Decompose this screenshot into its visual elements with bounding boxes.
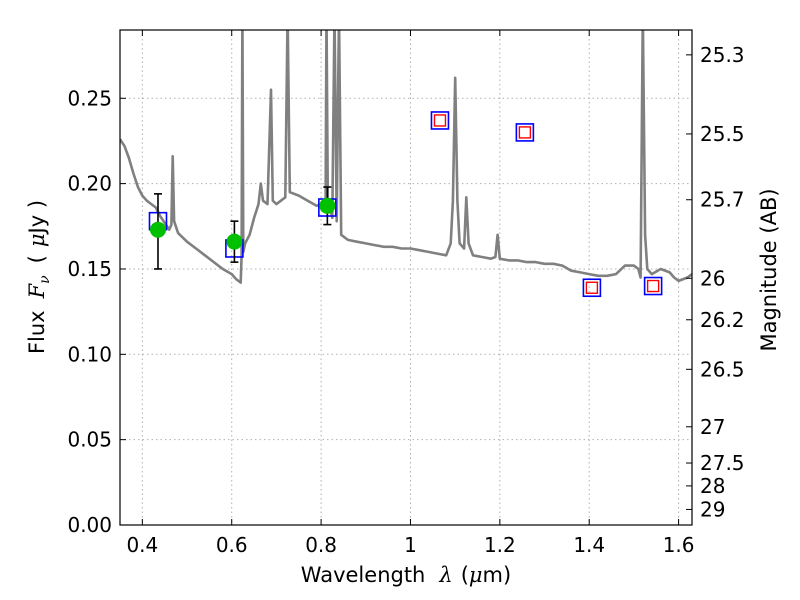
y-tick-label: 0.00: [67, 513, 112, 537]
magnitude-tick-label: 25.5: [700, 122, 745, 146]
axis-ticks: 0.4 0.6 0.8 1 1.2 1.4 1.6 0.00 0.05 0.10 0.15 0.20 0…: [67, 30, 745, 557]
photometry-markers: [148, 111, 663, 298]
y-tick-label: 0.10: [67, 342, 112, 366]
x-tick-label: 1.2: [484, 533, 516, 557]
x-tick-label: 0.6: [216, 533, 248, 557]
magnitude-tick-label: 28: [700, 474, 725, 498]
x-tick-label: 0.4: [126, 533, 158, 557]
observed-point: [226, 233, 243, 250]
magnitude-tick-label: 26: [700, 266, 725, 290]
model-photometry-box: [515, 123, 535, 142]
grid-lines: [120, 30, 692, 526]
x-tick-label: 0.8: [305, 533, 337, 557]
magnitude-tick-label: 26.5: [700, 357, 745, 381]
x-tick-label: 1: [404, 533, 417, 557]
magnitude-tick-label: 25.7: [700, 188, 745, 212]
magnitude-tick-label: 26.2: [700, 308, 745, 332]
x-tick-label: 1.4: [573, 533, 605, 557]
model-photometry-box: [430, 111, 450, 130]
observed-point: [149, 221, 166, 238]
model-photometry-box: [643, 276, 663, 296]
magnitude-tick-label: 27.5: [700, 451, 745, 475]
observed-point: [319, 197, 336, 214]
magnitude-tick-label: 25.3: [700, 43, 745, 67]
model-spectrum-line: [120, 30, 692, 284]
upper-limit-box: [518, 126, 532, 139]
magnitude-tick-label: 27: [700, 415, 725, 439]
model-photometry-box: [582, 278, 602, 298]
x-tick-label: 1.6: [663, 533, 695, 557]
model-spectrum: [120, 30, 692, 284]
x-axis-title: Wavelength λ (μm): [301, 563, 511, 587]
y-tick-label: 0.25: [67, 86, 112, 110]
y-tick-label: 0.05: [67, 428, 112, 452]
y-tick-label: 0.20: [67, 172, 112, 196]
upper-limit-box: [433, 114, 447, 127]
y-tick-label: 0.15: [67, 257, 112, 281]
upper-limit-box: [646, 279, 660, 293]
magnitude-tick-label: 29: [700, 497, 725, 521]
y2-axis-title: Magnitude (AB): [757, 188, 781, 351]
upper-limit-box: [585, 281, 599, 294]
plot-frame: [119, 29, 693, 526]
y-axis-title: FluxFν(μJy ): [25, 200, 53, 354]
